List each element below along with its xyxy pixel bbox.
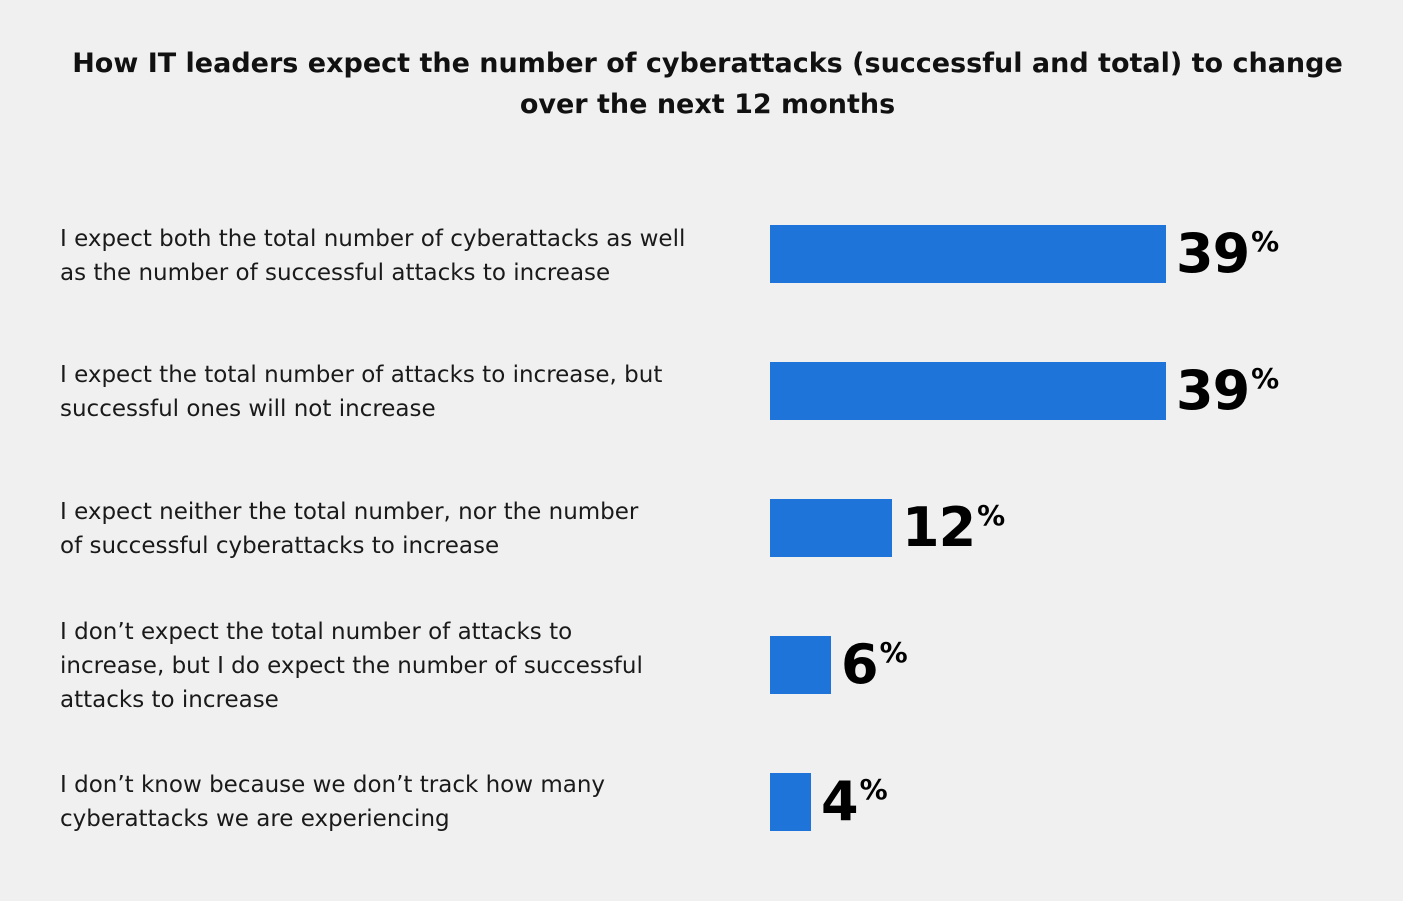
value-label-1: 39%	[1176, 225, 1279, 283]
category-label-5: I don’t know because we don’t track how …	[60, 772, 606, 832]
value-label-5: 4%	[821, 773, 888, 831]
percent-sign: %	[977, 499, 1006, 532]
bar-4	[770, 636, 831, 694]
value-number: 12	[902, 496, 976, 559]
category-label-1: I expect both the total number of cybera…	[60, 226, 686, 286]
bar-1	[770, 225, 1166, 283]
category-label-4: I don’t expect the total number of attac…	[60, 619, 643, 713]
percent-sign: %	[1251, 225, 1280, 258]
bar-3	[770, 499, 892, 557]
value-label-4: 6%	[841, 636, 908, 694]
value-label-2: 39%	[1176, 362, 1279, 420]
value-number: 4	[821, 770, 859, 833]
category-label-3: I expect neither the total number, nor t…	[60, 499, 639, 559]
value-label-3: 12%	[902, 499, 1005, 557]
chart-title: How IT leaders expect the number of cybe…	[72, 48, 1343, 120]
category-label-2: I expect the total number of attacks to …	[60, 362, 663, 422]
bar-2	[770, 362, 1166, 420]
value-number: 39	[1176, 222, 1250, 285]
percent-sign: %	[879, 636, 908, 669]
percent-sign: %	[1251, 362, 1280, 395]
bar-5	[770, 773, 811, 831]
value-number: 6	[841, 633, 879, 696]
percent-sign: %	[859, 773, 888, 806]
value-number: 39	[1176, 359, 1250, 422]
